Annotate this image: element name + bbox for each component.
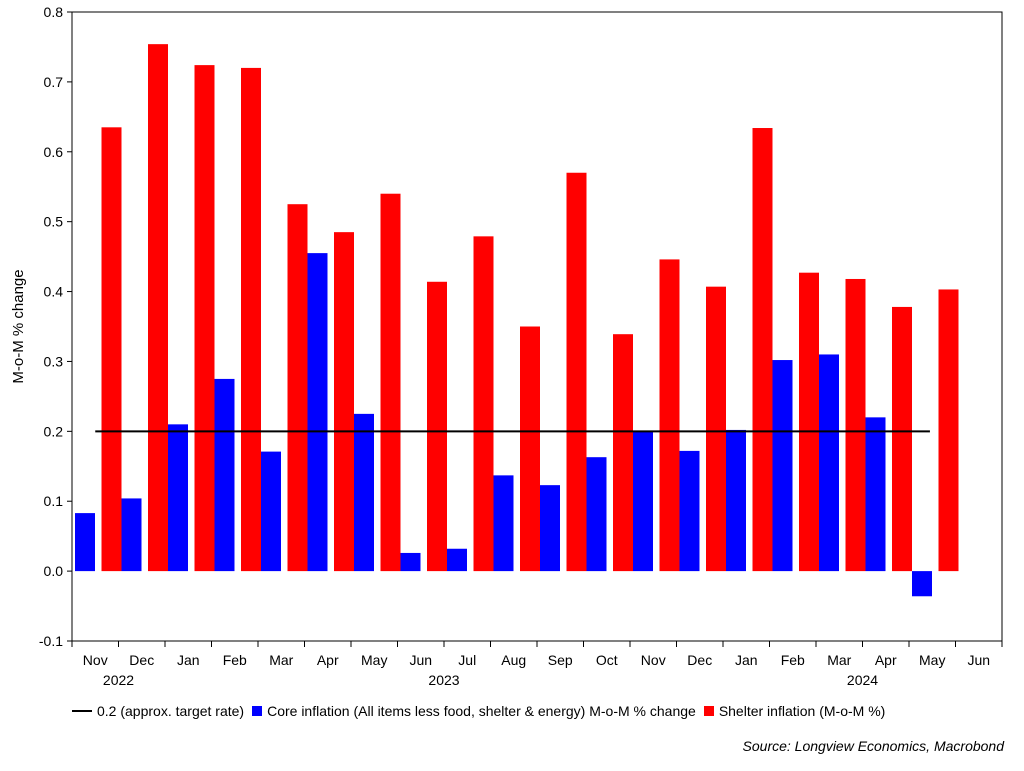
x-tick-label: Jan xyxy=(735,652,758,668)
x-year-label: 2024 xyxy=(847,672,878,688)
x-tick-label: Aug xyxy=(501,652,526,668)
y-tick-label: 0.1 xyxy=(44,493,64,509)
x-tick-label: May xyxy=(919,652,945,668)
y-tick-label: 0.7 xyxy=(44,74,64,90)
x-tick-label: Sep xyxy=(548,652,573,668)
shelter-bar xyxy=(380,193,401,572)
shelter-bar xyxy=(752,128,773,572)
legend-label-core: Core inflation (All items less food, she… xyxy=(267,703,696,719)
shelter-bar xyxy=(938,289,959,572)
source-note: Source: Longview Economics, Macrobond xyxy=(742,738,1004,754)
core-bar xyxy=(819,354,839,572)
y-tick-label: 0.2 xyxy=(44,423,64,439)
shelter-bar xyxy=(148,44,168,572)
x-tick-label: Dec xyxy=(129,652,154,668)
y-tick-label: -0.1 xyxy=(39,633,63,649)
shelter-bar xyxy=(427,281,447,572)
x-tick-label: Feb xyxy=(781,652,805,668)
core-bar xyxy=(307,253,328,572)
x-tick-label: May xyxy=(361,652,387,668)
core-bar xyxy=(493,475,514,572)
x-year-label: 2023 xyxy=(428,672,459,688)
x-tick-label: Nov xyxy=(83,652,108,668)
x-tick-label: Apr xyxy=(875,652,897,668)
core-bar xyxy=(726,429,746,572)
x-tick-label: Dec xyxy=(687,652,712,668)
legend-label-target: 0.2 (approx. target rate) xyxy=(97,703,245,719)
core-bar xyxy=(679,450,700,572)
core-bar xyxy=(400,552,421,572)
shelter-bar xyxy=(520,326,540,572)
shelter-bar xyxy=(473,236,494,572)
legend-item-target: 0.2 (approx. target rate) xyxy=(72,703,244,719)
core-bar xyxy=(633,431,653,572)
x-tick-label: Oct xyxy=(596,652,618,668)
y-tick-label: 0.0 xyxy=(44,563,64,579)
shelter-bar xyxy=(706,286,726,572)
legend-item-core: Core inflation (All items less food, she… xyxy=(252,703,696,719)
y-tick-label: 0.4 xyxy=(44,284,64,300)
core-bar xyxy=(586,457,607,572)
shelter-bar xyxy=(613,334,633,572)
core-bar xyxy=(540,485,560,572)
core-bar xyxy=(912,571,932,597)
x-tick-label: Jun xyxy=(967,652,990,668)
legend: 0.2 (approx. target rate) Core inflation… xyxy=(72,703,893,719)
legend-item-shelter: Shelter inflation (M-o-M %) xyxy=(703,703,886,719)
core-bar xyxy=(447,548,467,572)
legend-swatch-shelter xyxy=(703,706,714,716)
shelter-bar xyxy=(241,67,261,572)
x-tick-label: Jul xyxy=(458,652,476,668)
shelter-bar xyxy=(799,272,819,572)
x-tick-label: Jan xyxy=(177,652,200,668)
shelter-bar xyxy=(845,278,866,572)
x-tick-label: Feb xyxy=(223,652,247,668)
legend-swatch-target xyxy=(72,710,92,712)
x-tick-label: Nov xyxy=(641,652,666,668)
shelter-bar xyxy=(659,259,680,572)
shelter-bar xyxy=(287,204,308,572)
y-tick-label: 0.5 xyxy=(44,214,64,230)
legend-swatch-core xyxy=(252,706,263,716)
shelter-bar xyxy=(101,127,122,572)
y-tick-label: 0.8 xyxy=(44,4,64,20)
x-tick-label: Apr xyxy=(317,652,339,668)
shelter-bar xyxy=(892,306,912,572)
shelter-bar xyxy=(194,65,215,572)
core-bar xyxy=(772,360,793,572)
y-tick-label: 0.6 xyxy=(44,144,64,160)
core-bar xyxy=(214,378,235,572)
shelter-bar xyxy=(566,172,587,572)
chart-svg: -0.1 0.0 0.1 0.2 0.3 0.4 0.5 0.6 0.7 0.8 M-o-M % c… xyxy=(10,4,1003,688)
x-year-label: 2022 xyxy=(103,672,134,688)
y-tick-label: 0.3 xyxy=(44,353,64,369)
core-bar xyxy=(121,498,142,572)
x-tick-label: Jun xyxy=(409,652,432,668)
shelter-bar xyxy=(334,232,354,572)
core-bar xyxy=(261,451,281,572)
core-bar xyxy=(75,513,95,572)
y-axis-title: M-o-M % change xyxy=(10,269,27,383)
x-tick-label: Mar xyxy=(269,652,293,668)
core-bar xyxy=(354,413,374,572)
core-bar xyxy=(865,417,886,572)
core-bar xyxy=(168,424,188,572)
x-tick-label: Mar xyxy=(827,652,851,668)
legend-label-shelter: Shelter inflation (M-o-M %) xyxy=(718,703,886,719)
